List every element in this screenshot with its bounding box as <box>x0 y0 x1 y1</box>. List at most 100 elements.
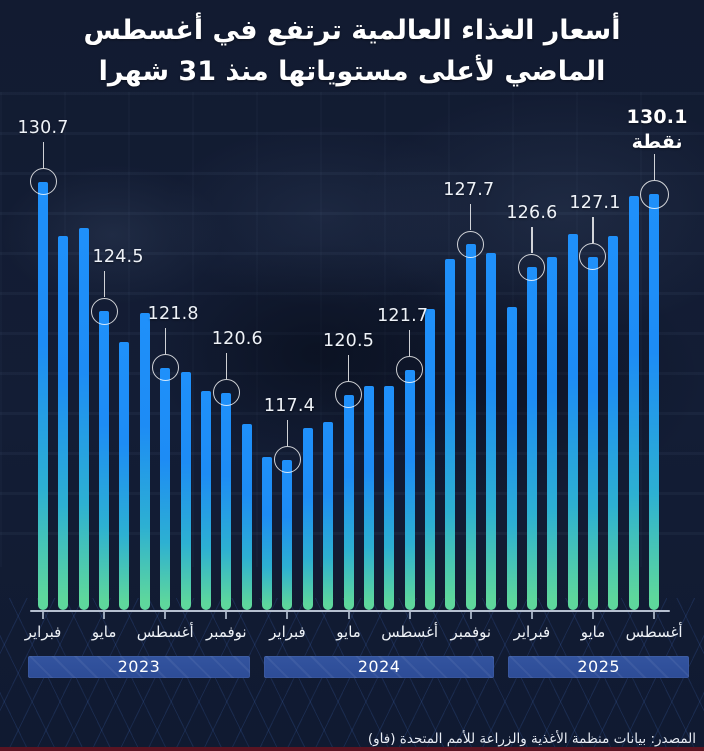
value-label: 124.5 <box>92 247 144 268</box>
x-axis-label: نوفمبر <box>450 623 492 641</box>
x-axis-label: مايو <box>91 623 117 641</box>
x-axis-tick <box>408 612 411 619</box>
x-axis-tick <box>286 612 289 619</box>
highlight-circle <box>518 253 546 281</box>
value-label-number: 130.1 <box>626 106 688 129</box>
bar <box>139 313 150 610</box>
bar <box>363 386 374 610</box>
bar <box>445 258 456 610</box>
x-axis-label: فبراير <box>24 623 62 641</box>
bar <box>160 367 171 610</box>
x-axis-tick <box>653 612 656 619</box>
bar <box>649 194 660 610</box>
x-axis-label: نوفمبر <box>206 623 247 641</box>
page-title: أسعار الغذاء العالمية ترتفع في أغسطس الم… <box>0 10 704 92</box>
bar <box>241 423 252 610</box>
bar <box>99 311 110 610</box>
value-label: 117.4 <box>263 395 315 416</box>
x-axis-tick <box>225 612 228 619</box>
annotation-line <box>653 154 655 181</box>
highlight-circle <box>90 297 118 325</box>
bar <box>404 369 415 610</box>
year-band-label: 2025 <box>577 657 621 676</box>
highlight-circle <box>212 379 240 407</box>
bar <box>302 428 313 610</box>
annotation-line <box>164 327 166 354</box>
highlight-circle <box>396 356 424 384</box>
year-band-label: 2024 <box>357 657 401 676</box>
bar <box>221 392 232 610</box>
value-label: 121.8 <box>147 303 199 324</box>
x-axis-label: فبراير <box>513 623 551 641</box>
highlight-circle <box>151 354 179 382</box>
bar <box>547 256 558 610</box>
annotation-line <box>42 141 44 168</box>
value-label: 121.7 <box>377 305 429 326</box>
bar <box>486 252 497 610</box>
bar <box>180 371 191 610</box>
highlight-circle <box>579 243 607 271</box>
annotation-line <box>470 204 472 231</box>
value-label: 120.6 <box>211 328 263 349</box>
bar <box>262 457 273 610</box>
value-label-unit: نقطة <box>631 131 683 154</box>
bar <box>506 306 517 610</box>
accent-strip <box>0 747 704 751</box>
x-axis-tick <box>591 612 594 619</box>
bar <box>200 390 211 610</box>
value-label: 130.1 نقطة <box>627 105 688 155</box>
value-label: 130.7 <box>17 117 69 138</box>
bar <box>58 235 69 610</box>
bar <box>465 244 476 610</box>
bar <box>119 342 130 610</box>
value-label: 127.7 <box>443 180 495 201</box>
year-band-label: 2023 <box>117 657 161 676</box>
annotation-line <box>225 352 228 379</box>
annotation-line <box>103 271 105 298</box>
x-axis-line <box>30 610 670 612</box>
bar <box>384 386 395 610</box>
bar <box>567 233 578 610</box>
bar <box>628 196 639 610</box>
highlight-circle <box>639 179 669 209</box>
highlight-circle <box>29 168 57 196</box>
value-label: 127.1 <box>569 192 621 213</box>
annotation-line <box>348 354 350 381</box>
x-axis-label: مايو <box>580 623 606 641</box>
bar <box>425 309 436 610</box>
bar <box>282 459 293 610</box>
x-axis-label: أغسطس <box>381 623 439 641</box>
bar <box>78 227 89 610</box>
bar <box>587 256 598 610</box>
title-line-1: أسعار الغذاء العالمية ترتفع في أغسطس <box>83 15 621 46</box>
x-axis-tick <box>42 612 44 619</box>
year-band-2025: 2025 <box>508 656 690 678</box>
highlight-circle <box>273 446 301 474</box>
highlight-circle <box>335 381 363 409</box>
bar <box>608 235 619 610</box>
annotation-line <box>409 329 411 356</box>
annotation-line <box>531 227 533 254</box>
value-label: 126.6 <box>506 203 558 224</box>
x-axis-tick <box>347 612 350 619</box>
title-line-2: الماضي لأعلى مستوياتها منذ 31 شهرا <box>98 56 606 87</box>
x-axis-label: أغسطس <box>625 623 683 641</box>
annotation-line <box>592 216 594 243</box>
bar <box>526 267 537 610</box>
x-axis-tick <box>530 612 533 619</box>
value-label: 120.5 <box>322 330 375 351</box>
x-axis-tick <box>164 612 167 619</box>
x-axis-label: أغسطس <box>136 623 194 641</box>
year-band-2024: 2024 <box>263 656 495 678</box>
x-axis-label: فبراير <box>269 623 306 641</box>
x-axis-tick <box>469 612 472 619</box>
x-axis-label: مايو <box>336 623 361 641</box>
bar <box>38 181 48 610</box>
highlight-circle <box>457 230 485 258</box>
source-credit: المصدر: بيانات منظمة الأغذية والزراعة لل… <box>367 731 696 747</box>
bar <box>323 421 334 610</box>
bar <box>343 394 354 610</box>
x-axis-tick <box>103 612 106 619</box>
